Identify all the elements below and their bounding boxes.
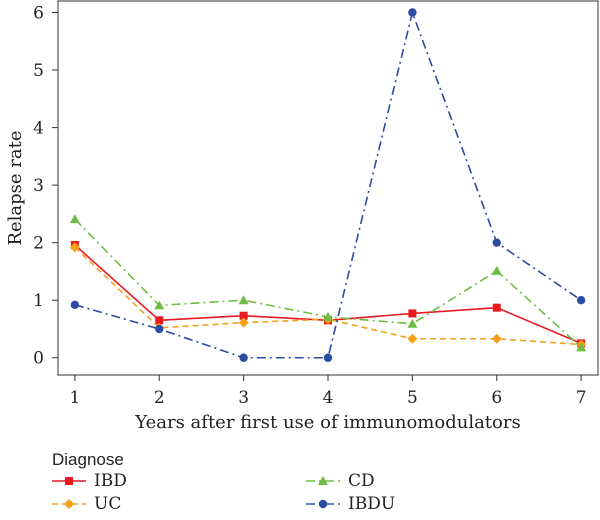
legend-marker-uc	[64, 499, 74, 509]
legend-item-ibdu: IBDU	[306, 494, 395, 514]
x-axis: 1 2 3 4 5 6 7	[69, 375, 587, 408]
data-point-cd	[323, 311, 333, 321]
data-point-cd	[407, 318, 418, 328]
series-line-ibd	[74, 244, 582, 345]
y-tick-label: 4	[33, 119, 44, 139]
data-point-cd	[69, 214, 80, 224]
series-cd	[69, 214, 587, 352]
legend-label-uc: UC	[94, 494, 121, 514]
data-point-cd	[491, 265, 502, 275]
x-tick-label: 6	[491, 388, 502, 408]
data-point-ibdu	[323, 353, 333, 362]
legend-label-cd: CD	[348, 471, 375, 491]
data-point-ibd	[239, 311, 248, 320]
legend-title: Diagnose	[52, 450, 124, 469]
legend-item-uc: UC	[52, 494, 121, 514]
data-point-ibd	[408, 309, 417, 318]
x-tick-label: 7	[576, 388, 587, 408]
y-tick-label: 2	[33, 234, 44, 254]
legend: Diagnose IBD UC CD IBDU	[52, 450, 395, 514]
series-ibdu	[70, 8, 586, 362]
data-point-ibdu	[408, 8, 417, 17]
series-line-ibdu	[74, 9, 582, 359]
data-point-ibdu	[155, 324, 164, 334]
data-point-cd	[238, 295, 249, 305]
y-tick-label: 3	[33, 176, 44, 196]
legend-label-ibd: IBD	[94, 471, 127, 491]
legend-item-ibd: IBD	[52, 471, 127, 491]
x-axis-title: Years after first use of immunomodulator…	[134, 412, 520, 433]
x-tick-label: 2	[154, 388, 165, 408]
series-uc	[69, 242, 587, 350]
x-tick-label: 3	[238, 388, 249, 408]
data-point-ibd	[492, 303, 501, 312]
y-axis-title: Relapse rate	[5, 130, 26, 245]
y-tick-label: 0	[33, 349, 44, 369]
series-line-cd	[74, 218, 582, 348]
data-point-cd	[154, 300, 165, 310]
legend-label-ibdu: IBDU	[348, 494, 395, 514]
series-ibd	[70, 240, 586, 348]
y-tick-label: 1	[33, 291, 44, 311]
series-layer	[69, 8, 587, 362]
data-point-uc	[69, 242, 80, 253]
data-point-ibdu	[576, 296, 586, 305]
x-tick-label: 5	[407, 388, 418, 408]
x-tick-label: 1	[69, 388, 80, 408]
y-tick-label: 6	[33, 4, 44, 24]
y-tick-label: 5	[33, 61, 44, 81]
x-tick-label: 4	[323, 388, 334, 408]
data-point-ibd	[155, 316, 164, 325]
y-axis: 0 1 2 3 4 5 6	[33, 4, 58, 369]
data-point-ibdu	[492, 238, 501, 247]
legend-marker-ibdu	[318, 499, 328, 509]
data-point-cd	[576, 342, 587, 352]
data-point-uc	[238, 317, 249, 328]
legend-item-cd: CD	[306, 471, 375, 491]
data-point-ibdu	[239, 353, 248, 362]
data-point-ibdu	[70, 300, 80, 310]
data-point-uc	[491, 333, 502, 344]
legend-marker-cd	[318, 476, 328, 485]
data-point-uc	[407, 333, 418, 344]
legend-marker-ibd	[65, 477, 73, 485]
